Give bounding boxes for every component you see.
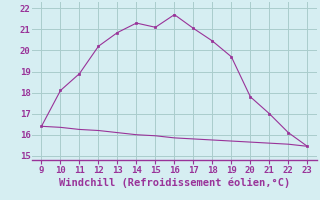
X-axis label: Windchill (Refroidissement éolien,°C): Windchill (Refroidissement éolien,°C) (59, 177, 290, 188)
